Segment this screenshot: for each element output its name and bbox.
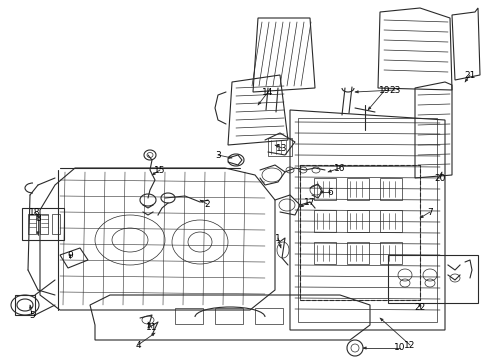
- Bar: [267, 138, 291, 156]
- Bar: [22, 208, 64, 240]
- Text: 8: 8: [35, 213, 41, 222]
- Bar: [346, 178, 368, 200]
- Text: 17: 17: [304, 198, 315, 207]
- Text: 20: 20: [433, 174, 445, 183]
- Bar: [379, 178, 401, 200]
- Text: 3: 3: [215, 150, 221, 159]
- Bar: [313, 178, 335, 200]
- Bar: [379, 242, 401, 264]
- Bar: [387, 255, 477, 303]
- Bar: [346, 210, 368, 232]
- Text: 12: 12: [404, 341, 415, 350]
- Text: 11: 11: [146, 324, 158, 333]
- Bar: [175, 308, 203, 324]
- Bar: [254, 308, 283, 324]
- Bar: [379, 210, 401, 232]
- Text: 14: 14: [262, 87, 273, 96]
- Text: 16: 16: [334, 163, 345, 172]
- Text: 19: 19: [379, 86, 390, 95]
- Text: 4: 4: [135, 341, 141, 350]
- Bar: [299, 165, 419, 300]
- Text: 5: 5: [29, 310, 35, 320]
- Text: 2: 2: [204, 199, 209, 208]
- Bar: [297, 118, 436, 322]
- Bar: [215, 308, 243, 324]
- Text: 6: 6: [326, 188, 332, 197]
- Bar: [40, 214, 48, 234]
- Bar: [346, 242, 368, 264]
- Text: 22: 22: [413, 303, 425, 312]
- Bar: [28, 214, 36, 234]
- Text: 1: 1: [275, 234, 280, 243]
- Bar: [52, 214, 60, 234]
- Bar: [313, 242, 335, 264]
- Text: 7: 7: [426, 207, 432, 216]
- Bar: [15, 295, 35, 315]
- Text: 9: 9: [67, 251, 73, 260]
- Text: 13: 13: [276, 144, 287, 153]
- Text: 10: 10: [393, 343, 405, 352]
- Bar: [313, 210, 335, 232]
- Bar: [299, 165, 419, 300]
- Text: 23: 23: [388, 86, 400, 95]
- Text: 15: 15: [154, 166, 165, 175]
- Text: 21: 21: [464, 71, 475, 80]
- Text: 18: 18: [29, 207, 41, 216]
